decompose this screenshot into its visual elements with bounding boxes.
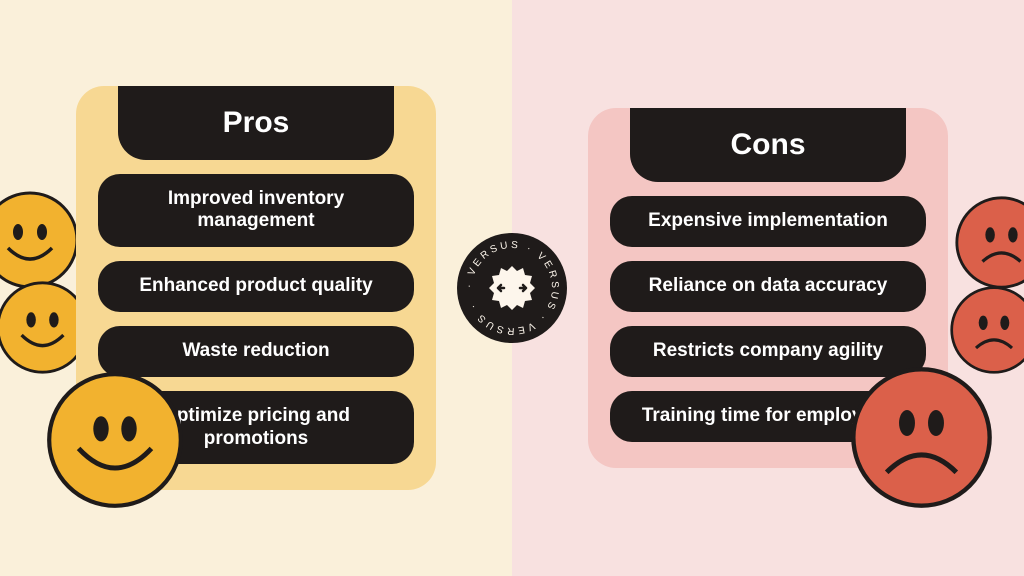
cons-header: Cons — [630, 108, 906, 182]
cons-item: Restricts company agility — [610, 326, 926, 377]
cons-item-text: Expensive implementation — [628, 210, 908, 233]
happy-face-icon — [45, 370, 185, 510]
arrows-icon — [488, 264, 536, 312]
versus-badge: · VERSUS · VERSUS · VERSUS · — [457, 233, 567, 343]
cons-item: Reliance on data accuracy — [610, 261, 926, 312]
pros-item: Enhanced product quality — [98, 261, 414, 312]
cons-title: Cons — [630, 128, 906, 162]
cons-item-text: Reliance on data accuracy — [628, 275, 908, 298]
pros-title: Pros — [118, 106, 394, 140]
cons-item-text: Restricts company agility — [628, 340, 908, 363]
happy-face-icon — [0, 190, 80, 290]
sad-face-icon — [954, 195, 1024, 290]
cons-panel: Cons Expensive implementation Reliance o… — [512, 0, 1024, 576]
pros-item-text: Enhanced product quality — [116, 275, 396, 298]
pros-item-text: Improved inventory management — [116, 188, 396, 234]
pros-item: Waste reduction — [98, 326, 414, 377]
pros-header: Pros — [118, 86, 394, 160]
cons-item: Expensive implementation — [610, 196, 926, 247]
pros-panel: Pros Improved inventory management Enhan… — [0, 0, 512, 576]
pros-item: Improved inventory management — [98, 174, 414, 248]
sad-face-icon — [849, 365, 994, 510]
sad-face-icon — [949, 285, 1024, 375]
pros-item-text: Waste reduction — [116, 340, 396, 363]
